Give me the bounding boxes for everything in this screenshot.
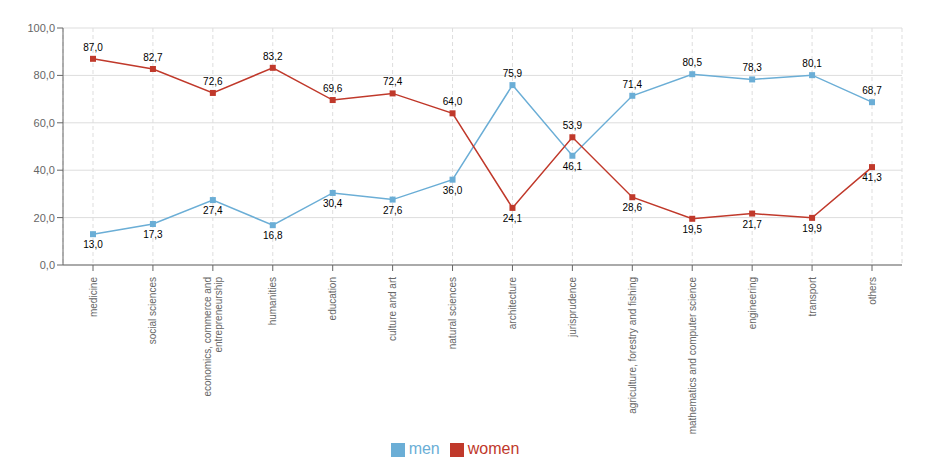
svg-text:80,5: 80,5 <box>682 57 702 68</box>
svg-text:78,3: 78,3 <box>742 62 762 73</box>
svg-text:53,9: 53,9 <box>563 120 583 131</box>
svg-text:72,6: 72,6 <box>203 76 223 87</box>
svg-text:agriculture, forestry and fish: agriculture, forestry and fishing <box>627 277 638 414</box>
html-text:women: women <box>467 440 520 457</box>
svg-text:economics, commerce andentrepr: economics, commerce andentrepreneurship <box>202 277 224 397</box>
svg-text:culture and art: culture and art <box>387 277 398 341</box>
svg-text:46,1: 46,1 <box>563 161 583 172</box>
svg-text:68,7: 68,7 <box>862 85 882 96</box>
svg-text:41,3: 41,3 <box>862 172 882 183</box>
svg-text:27,4: 27,4 <box>203 205 223 216</box>
svg-text:19,9: 19,9 <box>802 223 822 234</box>
svg-text:72,4: 72,4 <box>383 76 403 87</box>
svg-text:architecture: architecture <box>507 277 518 330</box>
svg-text:humanities: humanities <box>267 277 278 325</box>
svg-text:social sciences: social sciences <box>147 277 158 344</box>
svg-text:engineering: engineering <box>747 277 758 329</box>
svg-text:medicine: medicine <box>88 277 99 317</box>
svg-text:83,2: 83,2 <box>263 51 283 62</box>
svg-text:27,6: 27,6 <box>383 205 403 216</box>
svg-text:36,0: 36,0 <box>443 185 463 196</box>
svg-text:0,0: 0,0 <box>40 259 55 271</box>
svg-text:21,7: 21,7 <box>742 219 762 230</box>
svg-text:40,0: 40,0 <box>34 164 55 176</box>
svg-text:17,3: 17,3 <box>143 229 163 240</box>
svg-text:30,4: 30,4 <box>323 198 343 209</box>
svg-text:71,4: 71,4 <box>623 79 643 90</box>
svg-text:20,0: 20,0 <box>34 212 55 224</box>
svg-text:others: others <box>867 277 878 305</box>
svg-text:24,1: 24,1 <box>503 213 523 224</box>
svg-text:natural sciences: natural sciences <box>447 277 458 349</box>
svg-text:75,9: 75,9 <box>503 68 523 79</box>
svg-text:82,7: 82,7 <box>143 52 163 63</box>
svg-text:80,1: 80,1 <box>802 58 822 69</box>
svg-text:13,0: 13,0 <box>83 239 103 250</box>
svg-text:64,0: 64,0 <box>443 96 463 107</box>
svg-text:transport: transport <box>807 277 818 317</box>
svg-text:education: education <box>327 277 338 320</box>
svg-text:jurisprudence: jurisprudence <box>567 277 578 338</box>
svg-text:16,8: 16,8 <box>263 230 283 241</box>
svg-text:100,0: 100,0 <box>27 22 55 34</box>
svg-text:60,0: 60,0 <box>34 117 55 129</box>
svg-text:80,0: 80,0 <box>34 69 55 81</box>
svg-text:mathematics and computer scien: mathematics and computer science <box>687 277 698 435</box>
svg-text:69,6: 69,6 <box>323 83 343 94</box>
svg-text:28,6: 28,6 <box>623 202 643 213</box>
svg-text:19,5: 19,5 <box>682 224 702 235</box>
html-text:men: men <box>408 440 440 457</box>
svg-text:87,0: 87,0 <box>83 42 103 53</box>
